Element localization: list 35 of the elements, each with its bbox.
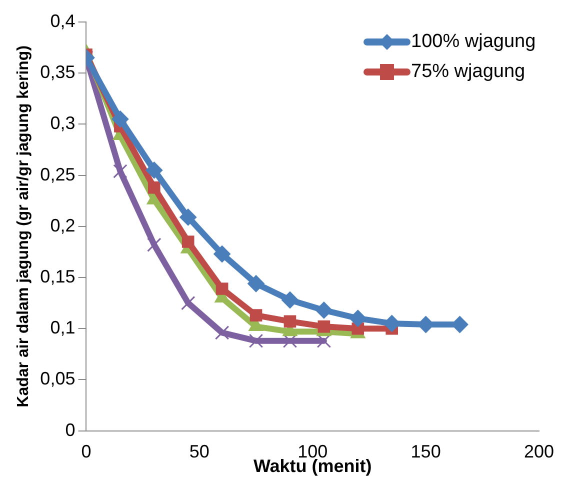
point (248, 334, 264, 348)
point (148, 181, 160, 194)
y-tick-label: 0,4 (50, 10, 76, 31)
point (248, 275, 265, 292)
point (214, 326, 230, 340)
point (216, 282, 228, 295)
y-tick-label: 0,25 (40, 164, 76, 184)
point (315, 302, 332, 319)
y-tick-label: 0,15 (40, 266, 76, 286)
point (113, 164, 128, 178)
y-axis-title: Kadar air dalam jagung (gr air/gr jagung kering) (15, 45, 32, 408)
legend-label: 100% wjagung (411, 31, 536, 52)
point (284, 315, 296, 328)
point (147, 238, 162, 252)
x-tick-label: 150 (410, 442, 441, 462)
y-tick-label: 0,35 (40, 62, 76, 82)
point (349, 310, 366, 327)
point (112, 110, 129, 128)
legend-label: 75% wjagung (411, 61, 526, 82)
y-tick-label: 0,05 (40, 368, 76, 389)
point (281, 291, 298, 308)
point (214, 245, 231, 262)
point (180, 208, 197, 226)
x-tick-label: 50 (189, 442, 210, 462)
point (318, 320, 330, 333)
point (180, 296, 196, 310)
y-tick-label: 0 (65, 420, 76, 440)
point (146, 162, 163, 179)
y-tick-label: 0,3 (50, 113, 76, 134)
point (182, 236, 194, 248)
x-tick-label: 0 (81, 442, 92, 462)
y-tick-label: 0,1 (50, 318, 76, 338)
x-tick-label: 200 (524, 442, 554, 462)
point (250, 309, 262, 322)
y-tick-label: 0,2 (50, 215, 76, 236)
